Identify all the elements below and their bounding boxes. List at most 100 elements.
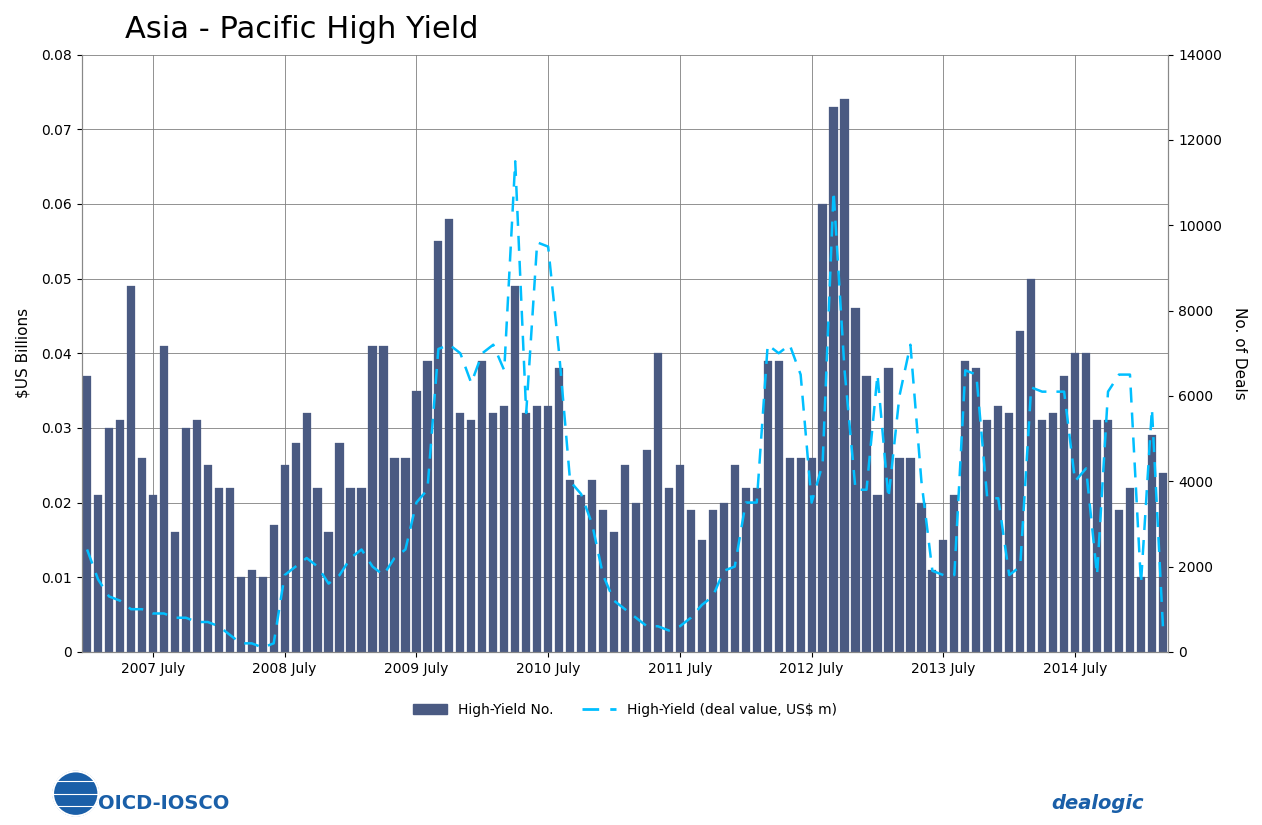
Bar xyxy=(83,375,91,652)
Bar xyxy=(259,578,266,652)
Bar xyxy=(544,406,553,652)
Bar xyxy=(577,495,586,652)
Bar xyxy=(445,219,453,652)
Bar xyxy=(752,488,761,652)
Bar xyxy=(939,540,948,652)
Bar xyxy=(369,346,376,652)
Bar xyxy=(401,458,410,652)
Bar xyxy=(565,480,574,652)
Bar xyxy=(336,443,343,652)
Bar xyxy=(203,465,212,652)
Text: dealogic: dealogic xyxy=(1051,794,1145,813)
Bar xyxy=(478,361,486,652)
Bar xyxy=(599,510,607,652)
Bar xyxy=(1137,578,1145,652)
Bar xyxy=(1082,353,1090,652)
Bar xyxy=(885,368,892,652)
Bar xyxy=(193,421,201,652)
Bar xyxy=(829,107,838,652)
Bar xyxy=(1104,421,1112,652)
Circle shape xyxy=(53,771,98,816)
Bar xyxy=(1060,375,1068,652)
Bar xyxy=(93,495,102,652)
Text: OICD-IOSCO: OICD-IOSCO xyxy=(98,794,230,813)
Bar xyxy=(149,495,156,652)
Bar xyxy=(1027,279,1035,652)
Bar xyxy=(764,361,772,652)
Bar xyxy=(917,502,925,652)
Bar xyxy=(1071,353,1079,652)
Bar xyxy=(654,353,663,652)
Bar xyxy=(840,100,848,652)
Y-axis label: No. of Deals: No. of Deals xyxy=(1232,307,1247,399)
Bar xyxy=(632,502,640,652)
Bar xyxy=(1114,510,1123,652)
Bar xyxy=(906,458,915,652)
Bar xyxy=(434,241,443,652)
Bar xyxy=(994,406,1002,652)
Bar xyxy=(226,488,233,652)
Bar xyxy=(105,428,114,652)
Bar xyxy=(675,465,684,652)
Bar xyxy=(588,480,596,652)
Bar xyxy=(1005,413,1013,652)
Bar xyxy=(247,570,256,652)
Bar xyxy=(423,361,432,652)
Bar xyxy=(983,421,992,652)
Bar xyxy=(610,532,618,652)
Bar xyxy=(642,450,651,652)
Bar xyxy=(895,458,904,652)
Bar xyxy=(808,458,815,652)
Legend: High-Yield No., High-Yield (deal value, US$ m): High-Yield No., High-Yield (deal value, … xyxy=(406,697,843,723)
Bar xyxy=(456,413,464,652)
Bar xyxy=(138,458,146,652)
Bar xyxy=(215,488,223,652)
Bar xyxy=(785,458,794,652)
Bar xyxy=(873,495,882,652)
Bar xyxy=(1093,421,1102,652)
Y-axis label: $US Billions: $US Billions xyxy=(15,309,30,398)
Bar xyxy=(380,346,387,652)
Bar xyxy=(698,540,705,652)
Bar xyxy=(160,346,168,652)
Bar xyxy=(665,488,673,652)
Bar xyxy=(962,361,969,652)
Bar xyxy=(950,495,958,652)
Bar xyxy=(533,406,541,652)
Bar xyxy=(555,368,563,652)
Bar xyxy=(929,570,936,652)
Bar xyxy=(1148,436,1156,652)
Bar xyxy=(313,488,322,652)
Bar xyxy=(347,488,355,652)
Bar xyxy=(324,532,333,652)
Bar xyxy=(621,465,630,652)
Bar xyxy=(852,309,859,652)
Bar xyxy=(237,578,245,652)
Bar xyxy=(303,413,310,652)
Bar xyxy=(413,390,420,652)
Bar xyxy=(1159,473,1167,652)
Bar xyxy=(1016,331,1025,652)
Bar xyxy=(500,406,509,652)
Bar xyxy=(819,204,827,652)
Bar xyxy=(467,421,476,652)
Bar xyxy=(687,510,695,652)
Bar xyxy=(862,375,871,652)
Bar xyxy=(270,525,278,652)
Bar xyxy=(127,286,135,652)
Bar xyxy=(719,502,728,652)
Bar xyxy=(390,458,399,652)
Bar xyxy=(742,488,750,652)
Bar xyxy=(1049,413,1058,652)
Bar xyxy=(182,428,191,652)
Bar xyxy=(511,286,520,652)
Bar xyxy=(731,465,738,652)
Text: Asia - Pacific High Yield: Asia - Pacific High Yield xyxy=(125,15,478,44)
Bar xyxy=(1126,488,1135,652)
Bar xyxy=(280,465,289,652)
Bar xyxy=(775,361,782,652)
Bar xyxy=(972,368,981,652)
Bar xyxy=(170,532,179,652)
Bar xyxy=(522,413,530,652)
Bar xyxy=(490,413,497,652)
